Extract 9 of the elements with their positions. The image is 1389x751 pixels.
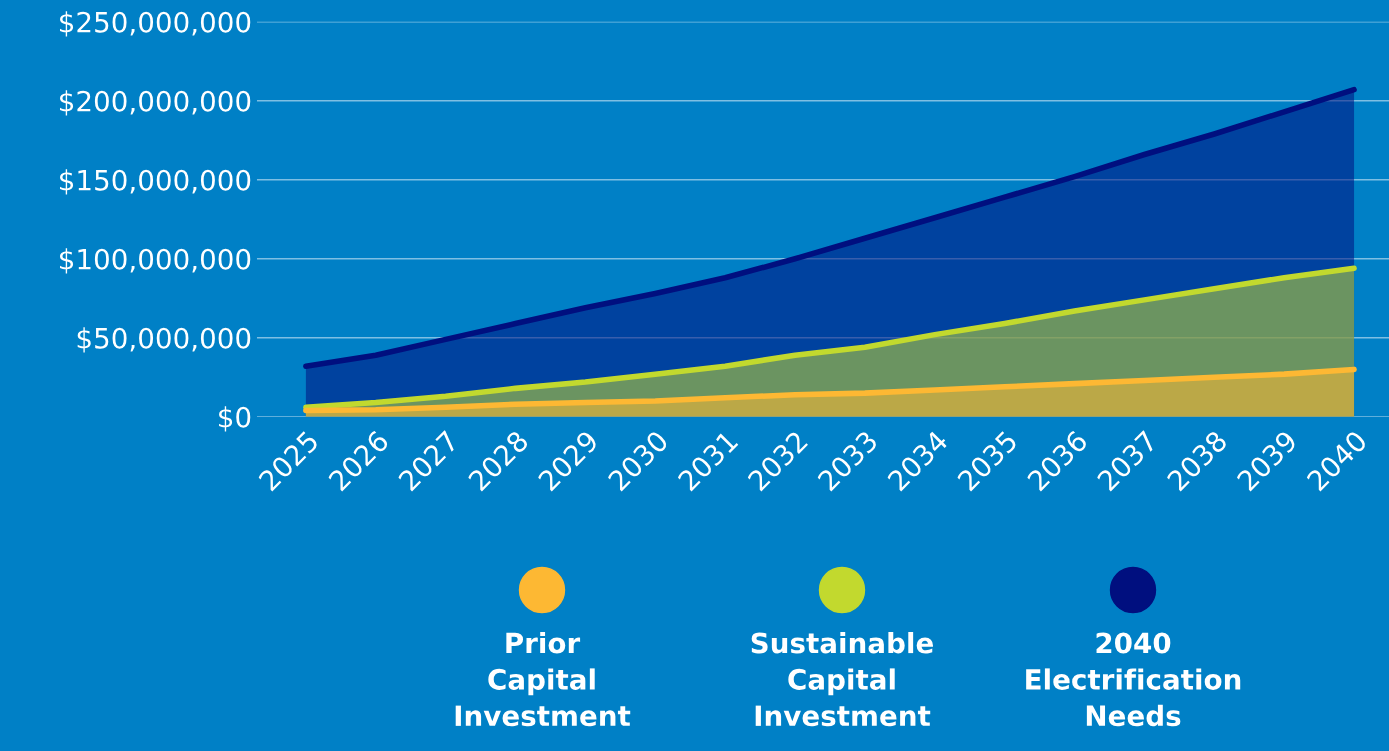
legend-label: 2040 Electrification Needs [1026, 632, 1241, 727]
y-tick-label: $250,000,000 [60, 11, 251, 37]
y-tick-label: $50,000,000 [77, 327, 251, 353]
legend-label: Sustainable Capital Investment [751, 632, 933, 727]
y-tick-label: $0 [219, 406, 251, 432]
y-tick-label: $200,000,000 [60, 90, 251, 116]
y-tick-label: $100,000,000 [60, 248, 251, 274]
legend-label: Prior Capital Investment [455, 632, 631, 727]
y-tick-label: $150,000,000 [60, 169, 251, 195]
